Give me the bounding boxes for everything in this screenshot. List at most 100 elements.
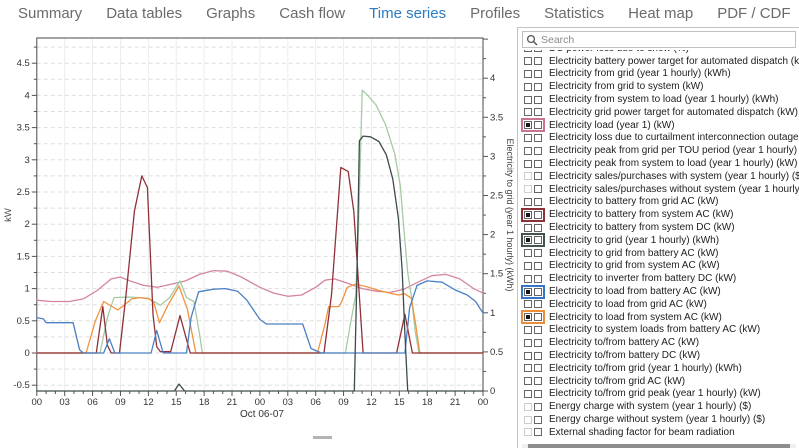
right-axis-checkbox[interactable] <box>534 108 542 117</box>
left-axis-checkbox[interactable] <box>524 287 532 296</box>
right-axis-checkbox[interactable] <box>534 402 542 411</box>
right-axis-checkbox[interactable] <box>534 313 542 322</box>
nav-tab-heat-map[interactable]: Heat map <box>628 5 694 22</box>
series-row[interactable]: Electricity to grid from system AC (kW) <box>518 260 799 273</box>
panel-hscroll-track[interactable] <box>522 444 796 448</box>
left-axis-checkbox[interactable] <box>524 223 532 232</box>
series-row[interactable]: External shading factor for beam radiati… <box>518 426 799 439</box>
right-axis-checkbox[interactable] <box>534 338 542 347</box>
series-row[interactable]: Electricity to/from grid (year 1 hourly)… <box>518 362 799 375</box>
right-axis-checkbox[interactable] <box>534 428 542 437</box>
right-axis-checkbox[interactable] <box>534 82 542 91</box>
series-row[interactable]: Energy charge with system (year 1 hourly… <box>518 400 799 413</box>
left-axis-checkbox[interactable] <box>524 133 532 142</box>
nav-tab-cash-flow[interactable]: Cash flow <box>279 5 346 22</box>
left-axis-checkbox[interactable] <box>524 172 532 181</box>
left-axis-checkbox[interactable] <box>524 70 532 78</box>
right-axis-checkbox[interactable] <box>534 223 542 232</box>
left-axis-checkbox[interactable] <box>524 185 532 194</box>
right-axis-checkbox[interactable] <box>534 57 542 66</box>
right-axis-checkbox[interactable] <box>534 249 542 258</box>
right-axis-checkbox[interactable] <box>534 210 542 219</box>
series-row[interactable]: Electricity to/from grid AC (kW) <box>518 375 799 388</box>
nav-tab-profiles[interactable]: Profiles <box>470 5 521 22</box>
series-row[interactable]: Electricity battery power target for aut… <box>518 55 799 68</box>
left-axis-checkbox[interactable] <box>524 402 532 411</box>
series-row[interactable]: Electricity to battery from grid AC (kW) <box>518 196 799 209</box>
left-axis-checkbox[interactable] <box>524 428 532 437</box>
right-axis-checkbox[interactable] <box>534 261 542 270</box>
series-row[interactable]: Electricity to/from battery AC (kW) <box>518 336 799 349</box>
search-input[interactable] <box>541 33 795 46</box>
left-axis-checkbox[interactable] <box>524 146 532 155</box>
right-axis-checkbox[interactable] <box>534 95 542 104</box>
left-axis-checkbox[interactable] <box>524 82 532 91</box>
right-axis-checkbox[interactable] <box>534 70 542 78</box>
left-axis-checkbox[interactable] <box>524 121 532 130</box>
right-axis-checkbox[interactable] <box>534 50 542 53</box>
left-axis-checkbox[interactable] <box>524 389 532 398</box>
series-row[interactable]: Electricity sales/purchases with system … <box>518 170 799 183</box>
right-axis-checkbox[interactable] <box>534 377 542 386</box>
left-axis-checkbox[interactable] <box>524 95 532 104</box>
series-row[interactable]: Electricity to load from grid AC (kW) <box>518 298 799 311</box>
left-axis-checkbox[interactable] <box>524 300 532 309</box>
series-row[interactable]: Electricity peak from grid per TOU perio… <box>518 144 799 157</box>
left-axis-checkbox[interactable] <box>524 249 532 258</box>
timeseries-chart[interactable]: 00 03 06 09 12 15 18 21 00 03 06 09 12 15 18 21 00 Oct 06… <box>0 27 517 448</box>
left-axis-checkbox[interactable] <box>524 325 532 334</box>
series-row[interactable]: DC power loss due to snow (%) <box>518 50 799 55</box>
left-axis-checkbox[interactable] <box>524 377 532 386</box>
left-axis-checkbox[interactable] <box>524 274 532 283</box>
series-row[interactable]: Electricity to load from system AC (kW) <box>518 310 799 325</box>
right-axis-checkbox[interactable] <box>534 274 542 283</box>
chart-hscroll-thumb[interactable] <box>313 436 332 439</box>
series-row[interactable]: Electricity peak from system to load (ye… <box>518 157 799 170</box>
right-axis-checkbox[interactable] <box>534 351 542 360</box>
series-row[interactable]: Electricity to inverter from battery DC … <box>518 272 799 285</box>
left-axis-checkbox[interactable] <box>524 351 532 360</box>
right-axis-checkbox[interactable] <box>534 287 542 296</box>
right-axis-checkbox[interactable] <box>534 133 542 142</box>
nav-tab-statistics[interactable]: Statistics <box>544 5 605 22</box>
right-axis-checkbox[interactable] <box>534 146 542 155</box>
nav-tab-graphs[interactable]: Graphs <box>206 5 256 22</box>
panel-hscroll-thumb[interactable] <box>528 444 790 448</box>
right-axis-checkbox[interactable] <box>534 185 542 194</box>
left-axis-checkbox[interactable] <box>524 338 532 347</box>
left-axis-checkbox[interactable] <box>524 210 532 219</box>
right-axis-checkbox[interactable] <box>534 389 542 398</box>
nav-tab-data-tables[interactable]: Data tables <box>106 5 183 22</box>
nav-tab-time-series[interactable]: Time series <box>369 5 447 22</box>
right-axis-checkbox[interactable] <box>534 197 542 206</box>
series-row[interactable]: Electricity from system to load (year 1 … <box>518 93 799 106</box>
left-axis-checkbox[interactable] <box>524 197 532 206</box>
right-axis-checkbox[interactable] <box>534 300 542 309</box>
left-axis-checkbox[interactable] <box>524 364 532 373</box>
series-row[interactable]: Energy charge without system (year 1 hou… <box>518 413 799 426</box>
right-axis-checkbox[interactable] <box>534 121 542 130</box>
series-row[interactable]: Electricity to battery from system AC (k… <box>518 207 799 222</box>
series-row[interactable]: Electricity loss due to curtailment inte… <box>518 132 799 145</box>
nav-tab-pdf-cdf[interactable]: PDF / CDF <box>717 5 791 22</box>
series-row[interactable]: Electricity to/from grid peak (year 1 ho… <box>518 388 799 401</box>
left-axis-checkbox[interactable] <box>524 313 532 322</box>
series-row[interactable]: Electricity sales/purchases without syst… <box>518 183 799 196</box>
right-axis-checkbox[interactable] <box>534 172 542 181</box>
nav-tab-summary[interactable]: Summary <box>18 5 83 22</box>
series-row[interactable]: Electricity to grid from battery AC (kW) <box>518 247 799 260</box>
series-row[interactable]: Electricity to load from battery AC (kW) <box>518 284 799 299</box>
left-axis-checkbox[interactable] <box>524 236 532 245</box>
left-axis-checkbox[interactable] <box>524 261 532 270</box>
left-axis-checkbox[interactable] <box>524 415 532 424</box>
right-axis-checkbox[interactable] <box>534 325 542 334</box>
right-axis-checkbox[interactable] <box>534 364 542 373</box>
series-row[interactable]: Electricity to/from battery DC (kW) <box>518 349 799 362</box>
series-row[interactable]: Electricity load (year 1) (kW) <box>518 118 799 133</box>
series-row[interactable]: Electricity grid power target for automa… <box>518 106 799 119</box>
right-axis-checkbox[interactable] <box>534 159 542 168</box>
series-row[interactable]: Electricity to battery from system DC (k… <box>518 221 799 234</box>
series-row[interactable]: Electricity from grid to system (kW) <box>518 80 799 93</box>
left-axis-checkbox[interactable] <box>524 50 532 53</box>
series-row[interactable]: Electricity to grid (year 1 hourly) (kWh… <box>518 233 799 248</box>
